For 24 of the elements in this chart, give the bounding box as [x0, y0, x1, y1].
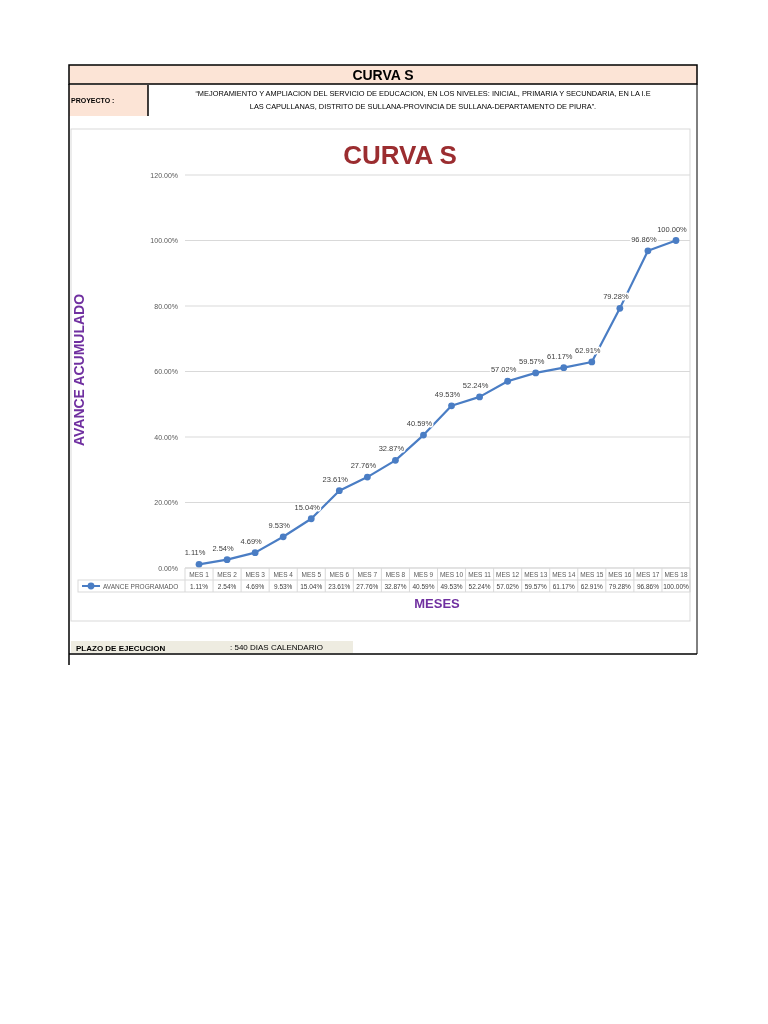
- point: [476, 393, 483, 401]
- point: [392, 456, 399, 464]
- point: [560, 364, 568, 372]
- point: [195, 560, 203, 568]
- point: [420, 431, 427, 439]
- point: [644, 247, 652, 255]
- point: [279, 533, 287, 541]
- x-axis-title: MESES: [414, 596, 461, 611]
- point: [504, 377, 512, 385]
- point: [223, 556, 231, 564]
- point: [448, 402, 455, 410]
- text: : 540 DIAS CALENDARIO: [230, 643, 323, 652]
- point: [251, 549, 259, 557]
- point: [672, 237, 680, 244]
- point: [588, 358, 596, 366]
- point: [363, 473, 371, 481]
- point: [335, 487, 343, 495]
- chart-title: CURVA S: [343, 140, 457, 170]
- point: [616, 304, 624, 312]
- text: CURVA S: [352, 67, 414, 83]
- point: [532, 369, 540, 377]
- text: PLAZO DE EJECUCION: [76, 644, 166, 653]
- point: [307, 515, 315, 523]
- y-axis-title: AVANCE ACUMULADO: [71, 293, 87, 447]
